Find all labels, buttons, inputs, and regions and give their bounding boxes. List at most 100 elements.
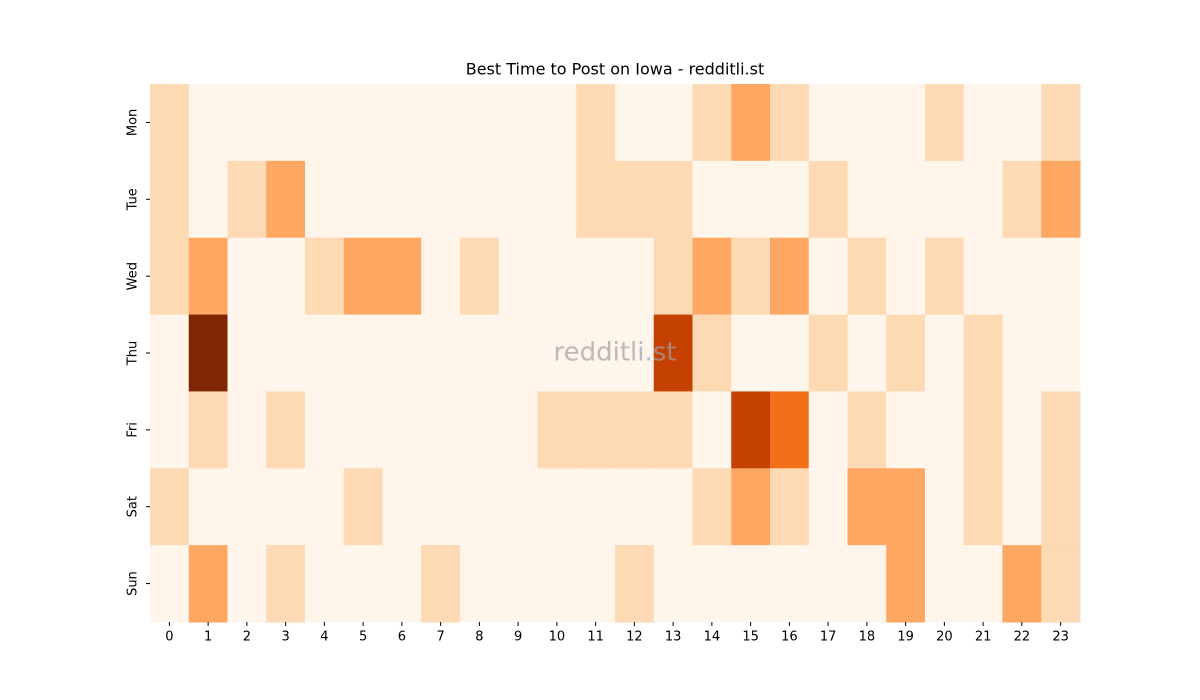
heat-cell	[382, 84, 422, 162]
heat-cell	[925, 391, 965, 469]
heat-cell	[925, 314, 965, 392]
heat-cell	[150, 160, 190, 239]
heat-cell	[266, 237, 306, 316]
heat-cell	[847, 84, 887, 162]
heat-cell	[227, 391, 267, 469]
heat-cell	[576, 84, 616, 162]
heat-cell	[692, 391, 732, 469]
x-tick-label: 13	[665, 630, 682, 645]
heat-cell	[770, 237, 810, 316]
heat-cell	[886, 314, 926, 392]
heat-cell	[731, 237, 771, 316]
heat-cell	[1041, 237, 1081, 316]
heat-cell	[305, 160, 345, 239]
heat-cell	[1041, 391, 1081, 469]
heat-cell	[150, 314, 190, 392]
heat-cell	[576, 314, 616, 392]
heat-cell	[188, 160, 228, 239]
x-tick-label: 8	[475, 630, 483, 645]
heat-cell	[343, 84, 383, 162]
heat-cell	[1002, 314, 1042, 392]
heat-cell	[421, 545, 461, 623]
x-tick-label: 4	[320, 630, 328, 645]
heat-cell	[847, 468, 887, 546]
heat-cell	[227, 545, 267, 623]
heat-cell	[615, 468, 655, 546]
heat-cell	[731, 314, 771, 392]
heat-cell	[460, 545, 500, 623]
x-tick-label: 20	[936, 630, 953, 645]
y-tick-label: Tue	[126, 188, 141, 211]
heat-cell	[266, 391, 306, 469]
heat-cell	[537, 545, 577, 623]
heat-cell	[537, 160, 577, 239]
heat-cell	[460, 314, 500, 392]
heat-cell	[925, 545, 965, 623]
heat-cell	[188, 468, 228, 546]
heat-cell	[421, 468, 461, 546]
heat-cell	[150, 468, 190, 546]
heat-cell	[498, 391, 538, 469]
heat-cell	[150, 84, 190, 162]
heat-cell	[886, 545, 926, 623]
heat-cell	[305, 391, 345, 469]
heat-cell	[925, 160, 965, 239]
x-tick-label: 15	[742, 630, 759, 645]
heat-cell	[770, 545, 810, 623]
heat-cell	[305, 545, 345, 623]
heat-cell	[1002, 545, 1042, 623]
heat-cell	[343, 468, 383, 546]
y-tick-label: Thu	[126, 341, 141, 366]
heat-cell	[188, 314, 228, 392]
heat-cell	[266, 84, 306, 162]
heat-cell	[653, 391, 693, 469]
heat-cell	[653, 237, 693, 316]
heat-cell	[576, 468, 616, 546]
heat-cell	[847, 391, 887, 469]
heat-cell	[925, 237, 965, 316]
heat-cell	[886, 468, 926, 546]
heat-cell	[808, 237, 848, 316]
heat-cell	[692, 84, 732, 162]
heat-cell	[963, 391, 1003, 469]
x-tick-label: 3	[281, 630, 289, 645]
heat-cell	[692, 468, 732, 546]
heat-cell	[227, 160, 267, 239]
x-tick-label: 10	[549, 630, 566, 645]
heat-cell	[188, 84, 228, 162]
heat-cell	[537, 84, 577, 162]
heat-cell	[266, 160, 306, 239]
heat-cell	[847, 237, 887, 316]
x-tick-label: 0	[165, 630, 173, 645]
heat-cell	[188, 237, 228, 316]
heat-cell	[886, 391, 926, 469]
heat-cell	[615, 545, 655, 623]
heat-cell	[963, 160, 1003, 239]
heat-cell	[382, 545, 422, 623]
heat-cell	[808, 391, 848, 469]
heat-cell	[1002, 84, 1042, 162]
heat-cell	[886, 84, 926, 162]
heat-cell	[1041, 160, 1081, 239]
x-tick-label: 9	[514, 630, 522, 645]
heat-cell	[692, 160, 732, 239]
heat-cell	[227, 314, 267, 392]
heat-cell	[1002, 468, 1042, 546]
heat-cell	[576, 237, 616, 316]
heat-cell	[498, 84, 538, 162]
y-tick-label: Fri	[126, 422, 141, 438]
y-tick-label: Sat	[126, 496, 141, 517]
heat-cell	[460, 237, 500, 316]
heat-cell	[692, 237, 732, 316]
heat-cell	[150, 237, 190, 316]
heat-cell	[653, 545, 693, 623]
heat-cell	[1041, 314, 1081, 392]
heat-cell	[963, 314, 1003, 392]
heat-cell	[343, 160, 383, 239]
heat-cell	[770, 468, 810, 546]
heat-cell	[963, 237, 1003, 316]
x-tick-label: 23	[1052, 630, 1069, 645]
heat-cell	[770, 314, 810, 392]
heat-cell	[615, 237, 655, 316]
